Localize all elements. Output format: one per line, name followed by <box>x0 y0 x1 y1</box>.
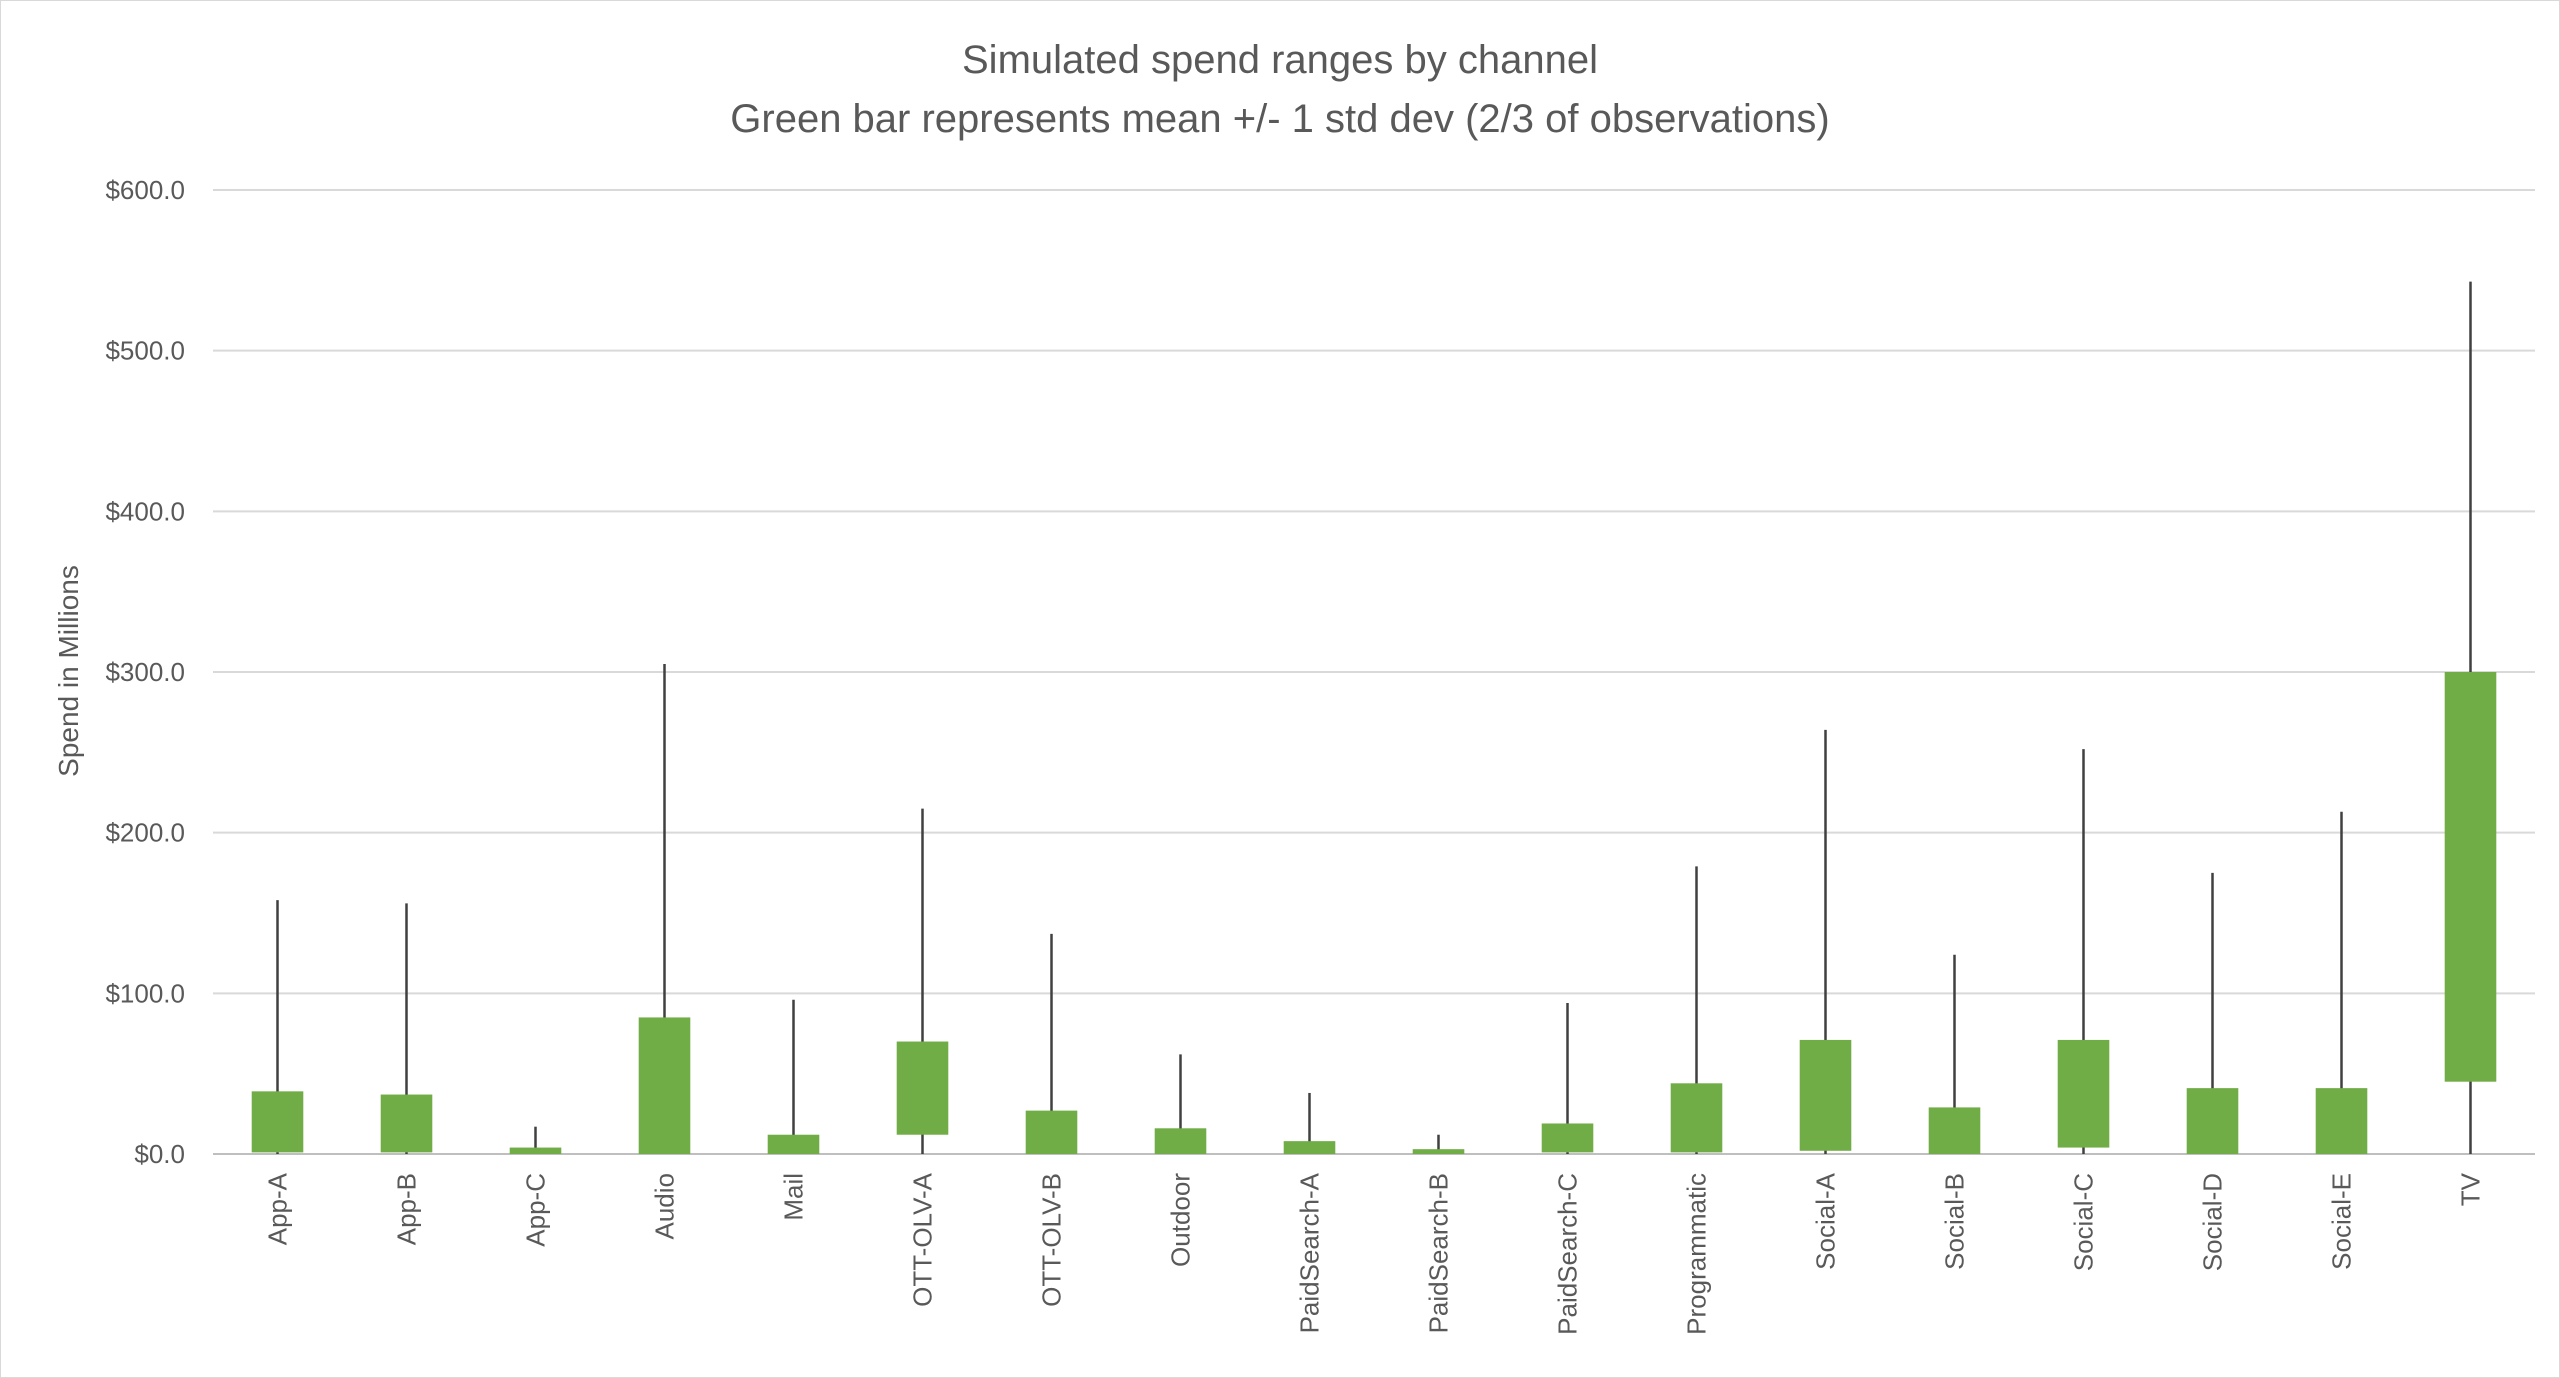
y-tick-label: $0.0 <box>134 1139 185 1169</box>
range-bar-ott-olv-b <box>1025 1110 1078 1154</box>
range-bar-paidsearch-a <box>1283 1141 1336 1154</box>
gridlines <box>213 189 2535 1155</box>
range-bar-app-c <box>509 1147 562 1154</box>
x-tick-label: PaidSearch-C <box>1553 1173 1583 1335</box>
range-bars <box>251 672 2497 1154</box>
y-tick-label: $500.0 <box>105 336 185 366</box>
range-bar-app-b <box>380 1094 433 1153</box>
range-bar-social-c <box>2057 1039 2110 1148</box>
x-tick-label: Outdoor <box>1166 1173 1196 1267</box>
y-tick-label: $400.0 <box>105 496 185 526</box>
range-bar-outdoor <box>1154 1128 1207 1154</box>
range-bar-mail <box>767 1134 820 1154</box>
x-tick-label: Audio <box>650 1173 680 1240</box>
x-tick-label: OTT-OLV-A <box>908 1172 938 1307</box>
x-tick-label: App-A <box>263 1172 293 1245</box>
y-tick-labels: $0.0 $100.0 $200.0 $300.0 $400.0 $500.0 $600.0 <box>105 175 185 1169</box>
x-tick-label: Social-A <box>1811 1172 1841 1269</box>
x-tick-label: PaidSearch-A <box>1295 1172 1325 1333</box>
x-tick-labels: App-A App-B App-C Audio Mail OTT-OLV-A OTT-OLV… <box>263 1172 2486 1335</box>
range-bar-app-a <box>251 1091 304 1153</box>
x-tick-label: App-C <box>521 1173 551 1247</box>
range-bar-paidsearch-c <box>1541 1123 1594 1153</box>
range-bar-paidsearch-b <box>1412 1149 1465 1154</box>
x-tick-label: Social-E <box>2327 1173 2357 1270</box>
range-bar-social-d <box>2186 1088 2239 1154</box>
x-tick-label: Social-C <box>2069 1173 2099 1271</box>
x-tick-label: Programmatic <box>1682 1173 1712 1335</box>
whiskers <box>276 281 2472 1154</box>
range-bar-ott-olv-a <box>896 1041 949 1135</box>
x-tick-label: App-B <box>392 1173 422 1245</box>
y-tick-label: $300.0 <box>105 657 185 687</box>
y-tick-label: $600.0 <box>105 175 185 205</box>
range-bar-tv <box>2444 672 2497 1082</box>
x-tick-label: PaidSearch-B <box>1424 1173 1454 1333</box>
chart-title: Simulated spend ranges by channel <box>962 38 1598 82</box>
range-bar-audio <box>638 1017 691 1154</box>
chart-subtitle: Green bar represents mean +/- 1 std dev … <box>730 97 1829 141</box>
y-tick-label: $100.0 <box>105 978 185 1008</box>
range-bar-social-b <box>1928 1107 1981 1154</box>
x-tick-label: Social-D <box>2198 1173 2228 1271</box>
x-tick-label: TV <box>2456 1172 2486 1206</box>
y-axis-label: Spend in Millions <box>53 565 84 777</box>
x-tick-label: Mail <box>779 1173 809 1221</box>
x-tick-label: Social-B <box>1940 1173 1970 1270</box>
range-bar-programmatic <box>1670 1083 1723 1153</box>
range-bar-social-e <box>2315 1088 2368 1154</box>
y-tick-label: $200.0 <box>105 818 185 848</box>
x-tick-label: OTT-OLV-B <box>1037 1173 1067 1307</box>
range-bar-social-a <box>1799 1039 1852 1151</box>
